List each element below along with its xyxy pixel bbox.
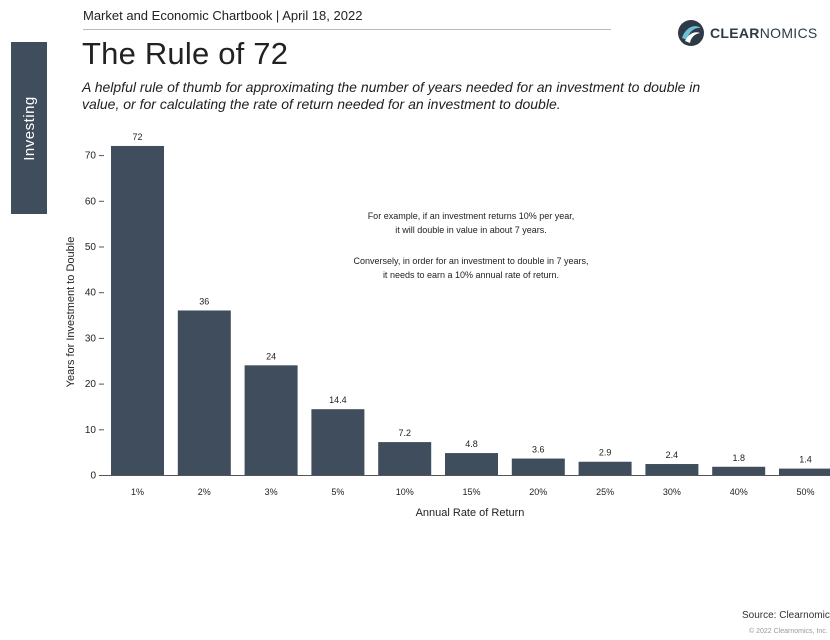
y-tick-label: 50 bbox=[85, 242, 97, 253]
y-tick-label: 0 bbox=[90, 471, 96, 482]
bar-data-label: 2.4 bbox=[666, 450, 679, 460]
x-tick-label: 25% bbox=[596, 487, 614, 497]
page-subtitle: A helpful rule of thumb for approximatin… bbox=[82, 79, 701, 112]
bar-50pct bbox=[779, 468, 830, 475]
bar-20pct bbox=[511, 458, 565, 475]
x-tick-label: 40% bbox=[730, 487, 748, 497]
y-axis-ticks: 0 10 20 30 40 50 60 70 bbox=[85, 151, 104, 482]
page-title: The Rule of 72 bbox=[82, 36, 289, 71]
bar-10pct bbox=[378, 442, 432, 475]
copyright-note: © 2022 Clearnomics, Inc. bbox=[749, 628, 828, 635]
bar-data-labels: 72 36 24 14.4 7.2 4.8 3.6 2.9 2.4 1.8 1.4 bbox=[132, 132, 811, 465]
x-axis-label: Annual Rate of Return bbox=[416, 507, 525, 519]
x-tick-label: 3% bbox=[265, 487, 278, 497]
bar-data-label: 72 bbox=[132, 132, 142, 142]
x-tick-label: 5% bbox=[331, 487, 344, 497]
x-axis-ticks: 1% 2% 3% 5% 10% 15% 20% 25% 30% 40% 50% bbox=[131, 487, 815, 497]
bar-data-label: 1.8 bbox=[732, 453, 745, 463]
bar-2pct bbox=[177, 310, 231, 475]
y-tick-label: 40 bbox=[85, 288, 97, 299]
bar-data-label: 24 bbox=[266, 351, 276, 361]
x-tick-label: 30% bbox=[663, 487, 681, 497]
bar-40pct bbox=[712, 466, 766, 475]
header-divider bbox=[83, 29, 611, 30]
x-tick-label: 1% bbox=[131, 487, 144, 497]
clearnomics-logo: CLEARNOMICS bbox=[676, 18, 818, 48]
bar-3pct bbox=[244, 365, 298, 475]
bar-data-label: 2.9 bbox=[599, 448, 612, 458]
y-tick-label: 20 bbox=[85, 379, 97, 390]
chartbook-header: Market and Economic Chartbook | April 18… bbox=[83, 8, 363, 23]
clearnomics-swirl-icon bbox=[678, 20, 704, 46]
bar-series bbox=[111, 145, 830, 475]
logo-wordmark-thin: NOMICS bbox=[759, 25, 818, 41]
y-tick-label: 30 bbox=[85, 333, 97, 344]
x-tick-label: 50% bbox=[796, 487, 814, 497]
y-tick-label: 10 bbox=[85, 425, 97, 436]
annotation-line-2: it will double in value in about 7 years… bbox=[395, 225, 547, 235]
annotation-line-4: it needs to earn a 10% annual rate of re… bbox=[383, 270, 559, 280]
y-tick-label: 60 bbox=[85, 196, 97, 207]
annotation-line-3: Conversely, in order for an investment t… bbox=[354, 256, 589, 266]
y-axis-label: Years for Investment to Double bbox=[65, 237, 77, 388]
x-tick-label: 20% bbox=[529, 487, 547, 497]
bar-data-label: 1.4 bbox=[799, 455, 812, 465]
bar-25pct bbox=[578, 461, 632, 475]
x-tick-label: 10% bbox=[396, 487, 414, 497]
x-tick-label: 15% bbox=[462, 487, 480, 497]
annotation-line-1: For example, if an investment returns 10… bbox=[368, 211, 575, 221]
logo-wordmark: CLEARNOMICS bbox=[710, 25, 818, 41]
bar-15pct bbox=[445, 453, 498, 475]
side-tab: Investing bbox=[11, 42, 47, 214]
bar-data-label: 3.6 bbox=[532, 445, 545, 455]
bar-data-label: 4.8 bbox=[465, 439, 478, 449]
chart-annotation: For example, if an investment returns 10… bbox=[354, 211, 589, 280]
logo-wordmark-bold: CLEAR bbox=[710, 25, 760, 41]
bar-data-label: 36 bbox=[199, 296, 209, 306]
bar-5pct bbox=[311, 409, 365, 475]
bar-1pct bbox=[111, 145, 164, 475]
source-note: Source: Clearnomics bbox=[742, 610, 830, 621]
bar-data-label: 14.4 bbox=[329, 395, 347, 405]
bar-30pct bbox=[645, 464, 699, 475]
y-tick-label: 70 bbox=[85, 151, 97, 162]
bar-data-label: 7.2 bbox=[398, 428, 411, 438]
x-tick-label: 2% bbox=[198, 487, 211, 497]
